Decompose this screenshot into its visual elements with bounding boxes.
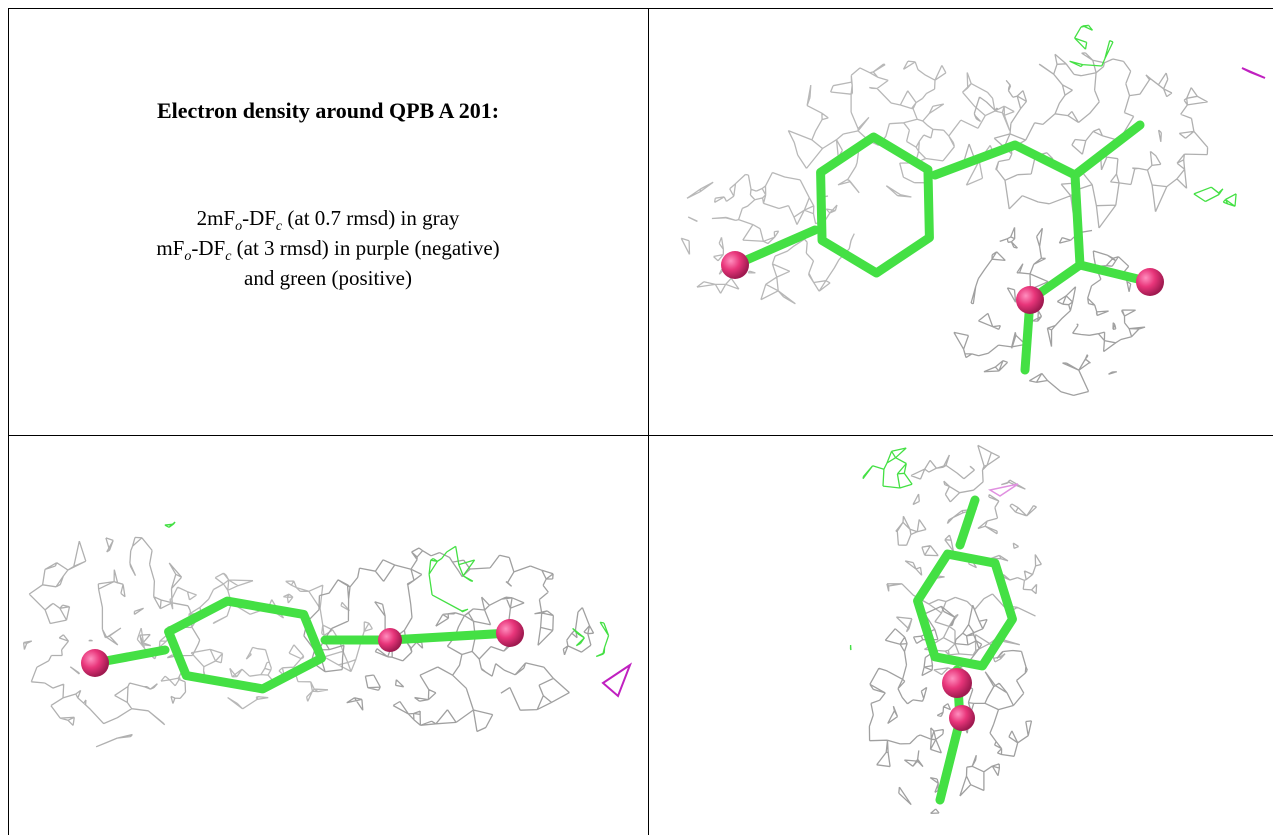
oxygen-atom <box>81 649 109 677</box>
oxygen-atom <box>378 628 402 652</box>
legend-text: and green (positive) <box>244 266 412 290</box>
legend-line: mFo-DFc (at 3 rmsd) in purple (negative) <box>8 236 648 265</box>
legend-text: -DF <box>191 236 225 260</box>
legend-text: -DF <box>242 206 276 230</box>
table-lines <box>8 8 1273 835</box>
density-mesh <box>954 227 1145 395</box>
legend-text: (at 0.7 rmsd) in gray <box>282 206 459 230</box>
oxygen-atom <box>721 251 749 279</box>
figure-art <box>0 0 1273 835</box>
negative-density <box>990 484 1018 496</box>
oxygen-atom <box>949 705 975 731</box>
oxygen-atom <box>942 668 972 698</box>
density-mesh <box>681 173 854 304</box>
legend-text: 2mF <box>197 206 236 230</box>
oxygen-atom <box>496 619 524 647</box>
negative-density <box>1242 68 1265 78</box>
density-mesh <box>869 605 1031 813</box>
density-mesh <box>863 448 912 488</box>
oxygen-atom <box>1136 268 1164 296</box>
negative-density <box>603 665 630 696</box>
bond-stick <box>935 125 1140 175</box>
bond-stick <box>1025 265 1080 370</box>
legend-title: Electron density around QPB A 201: <box>8 98 648 124</box>
density-mesh <box>964 53 1207 228</box>
density-mesh <box>165 522 175 527</box>
oxygen-atom <box>1016 286 1044 314</box>
density-mesh <box>1070 25 1113 66</box>
legend-text: (at 3 rmsd) in purple (negative) <box>231 236 499 260</box>
legend-line: and green (positive) <box>8 266 648 291</box>
bond-stick <box>960 500 975 545</box>
density-mesh <box>429 546 475 612</box>
legend-text: mF <box>156 236 184 260</box>
density-mesh <box>1194 187 1236 206</box>
bond-stick <box>325 633 510 640</box>
legend-line: 2mFo-DFc (at 0.7 rmsd) in gray <box>8 206 648 235</box>
figure: Electron density around QPB A 201: 2mFo-… <box>0 0 1273 835</box>
